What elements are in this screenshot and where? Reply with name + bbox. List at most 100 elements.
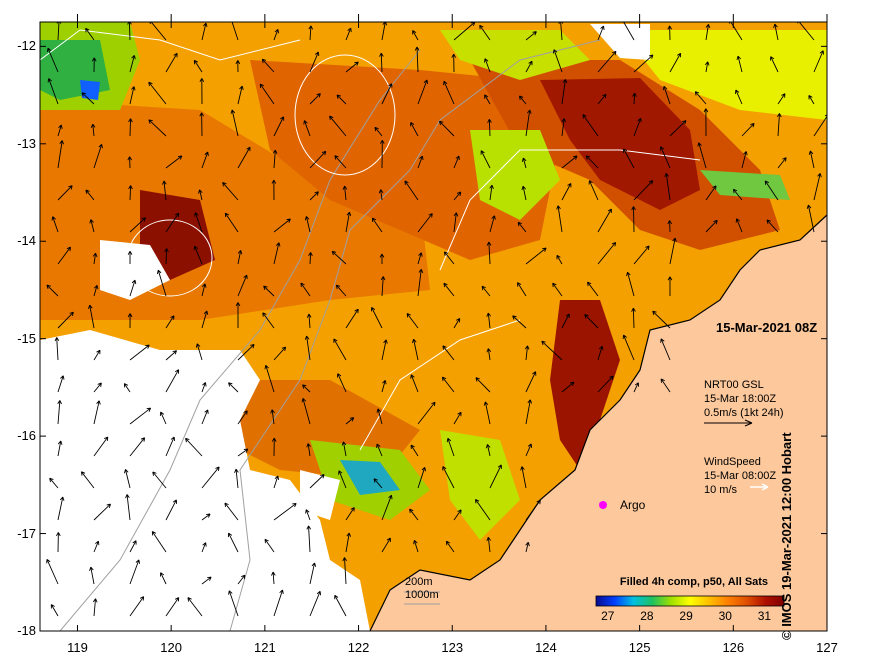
current-vector-arrow — [732, 188, 743, 201]
current-vector-arrow — [808, 94, 815, 105]
current-vector-arrow — [345, 27, 352, 41]
current-vector-arrow — [259, 83, 275, 105]
current-vector-arrow — [46, 558, 59, 585]
current-vector-arrow — [669, 120, 687, 137]
current-vector-arrow — [129, 407, 152, 425]
colorbar-tick-label: 30 — [718, 609, 732, 623]
current-vector-arrow — [777, 157, 787, 169]
longitude-tick-label: 119 — [67, 640, 88, 655]
current-vector-arrow — [231, 22, 239, 41]
current-vector-arrow — [273, 346, 287, 361]
current-vector-arrow — [410, 374, 419, 393]
current-vector-arrow — [417, 155, 424, 169]
current-vector-arrow — [414, 46, 420, 73]
current-vector-arrow — [91, 57, 97, 73]
current-vector-arrow — [633, 54, 654, 73]
current-vector-arrow — [525, 499, 541, 521]
current-vector-arrow — [484, 58, 491, 73]
current-vector-arrow — [443, 251, 455, 265]
current-vector-arrow — [697, 142, 707, 169]
current-vector-arrow — [56, 532, 61, 553]
current-vector-arrow — [479, 24, 491, 41]
current-vector-arrow — [652, 310, 671, 329]
current-vector-arrow — [201, 151, 209, 169]
colorbar-tick-label: 28 — [640, 609, 654, 623]
ssh-contour — [127, 219, 213, 297]
current-vectors — [46, 22, 827, 617]
current-vector-arrow — [489, 464, 502, 489]
current-vector-arrow — [588, 180, 599, 201]
current-vector-arrow — [489, 215, 496, 233]
sst-cool-patch — [620, 30, 827, 120]
current-vector-arrow — [703, 108, 709, 137]
current-vector-arrow — [308, 252, 313, 265]
current-vector-arrow — [345, 211, 352, 233]
current-vector-arrow — [159, 411, 167, 425]
current-vector-arrow — [381, 379, 387, 393]
current-vector-arrow — [57, 185, 73, 201]
current-vector-arrow — [165, 597, 180, 617]
current-vector-arrow — [381, 339, 388, 361]
current-vector-arrow — [597, 50, 617, 73]
current-vector-arrow — [705, 23, 711, 41]
current-vector-arrow — [776, 113, 782, 137]
argo-marker — [599, 501, 607, 509]
current-vector-arrow — [489, 184, 494, 201]
current-vector-arrow — [270, 409, 275, 425]
cloud-mask — [300, 470, 340, 520]
current-vector-arrow — [129, 279, 137, 297]
currents-legend-scale: 0.5m/s (1kt 24h) — [704, 407, 784, 419]
current-vector-arrow — [237, 410, 248, 425]
current-vector-arrow — [338, 470, 347, 489]
current-vector-arrow — [306, 313, 312, 329]
current-vector-arrow — [127, 313, 133, 329]
isobath-1000m — [59, 49, 421, 631]
current-vector-arrow — [766, 219, 779, 233]
current-vector-arrow — [201, 310, 209, 329]
current-vector-arrow — [631, 307, 636, 329]
current-vector-arrow — [453, 155, 460, 169]
current-vector-arrow — [417, 401, 436, 425]
current-vector-arrow — [741, 151, 748, 169]
current-vector-arrow — [129, 217, 146, 233]
current-vector-arrow — [309, 590, 322, 617]
current-vector-arrow — [623, 148, 635, 169]
current-vector-arrow — [519, 95, 527, 105]
current-vector-arrow — [129, 86, 136, 105]
current-vector-arrow — [374, 126, 383, 137]
current-vector-arrow — [129, 344, 150, 361]
current-vector-arrow — [51, 216, 59, 233]
current-vector-arrow — [512, 315, 527, 329]
current-vector-arrow — [345, 308, 359, 329]
current-vector-arrow — [376, 408, 383, 425]
sst-cool-patch — [440, 30, 590, 80]
current-vector-arrow — [128, 185, 133, 201]
current-vector-arrow — [475, 377, 491, 393]
current-vector-arrow — [57, 124, 63, 137]
current-vector-arrow — [201, 513, 211, 521]
current-vector-arrow — [309, 191, 319, 201]
current-vector-arrow — [417, 466, 426, 489]
current-vector-arrow — [335, 284, 347, 297]
current-vector-arrow — [633, 180, 654, 201]
current-vector-arrow — [442, 345, 455, 361]
current-vector-arrow — [561, 182, 572, 201]
current-vector-arrow — [148, 81, 167, 105]
longitude-tick-label: 121 — [253, 640, 276, 655]
current-vector-arrow — [201, 466, 220, 489]
current-vector-arrow — [345, 507, 355, 521]
current-vector-arrow — [438, 120, 455, 137]
axis-ticks — [40, 14, 828, 632]
current-vector-arrow — [584, 314, 599, 329]
current-vector-arrow — [54, 337, 60, 361]
current-vector-arrow — [484, 94, 491, 105]
sst-cool-patch — [470, 130, 560, 220]
current-vector-arrow — [660, 378, 671, 393]
current-vector-arrow — [129, 437, 146, 457]
current-vector-arrow — [662, 85, 671, 105]
current-vector-arrow — [92, 598, 98, 617]
current-vector-arrow — [413, 540, 419, 553]
isobath-200m — [229, 39, 601, 631]
current-vector-arrow — [264, 538, 275, 553]
current-vector-arrow — [631, 206, 636, 233]
